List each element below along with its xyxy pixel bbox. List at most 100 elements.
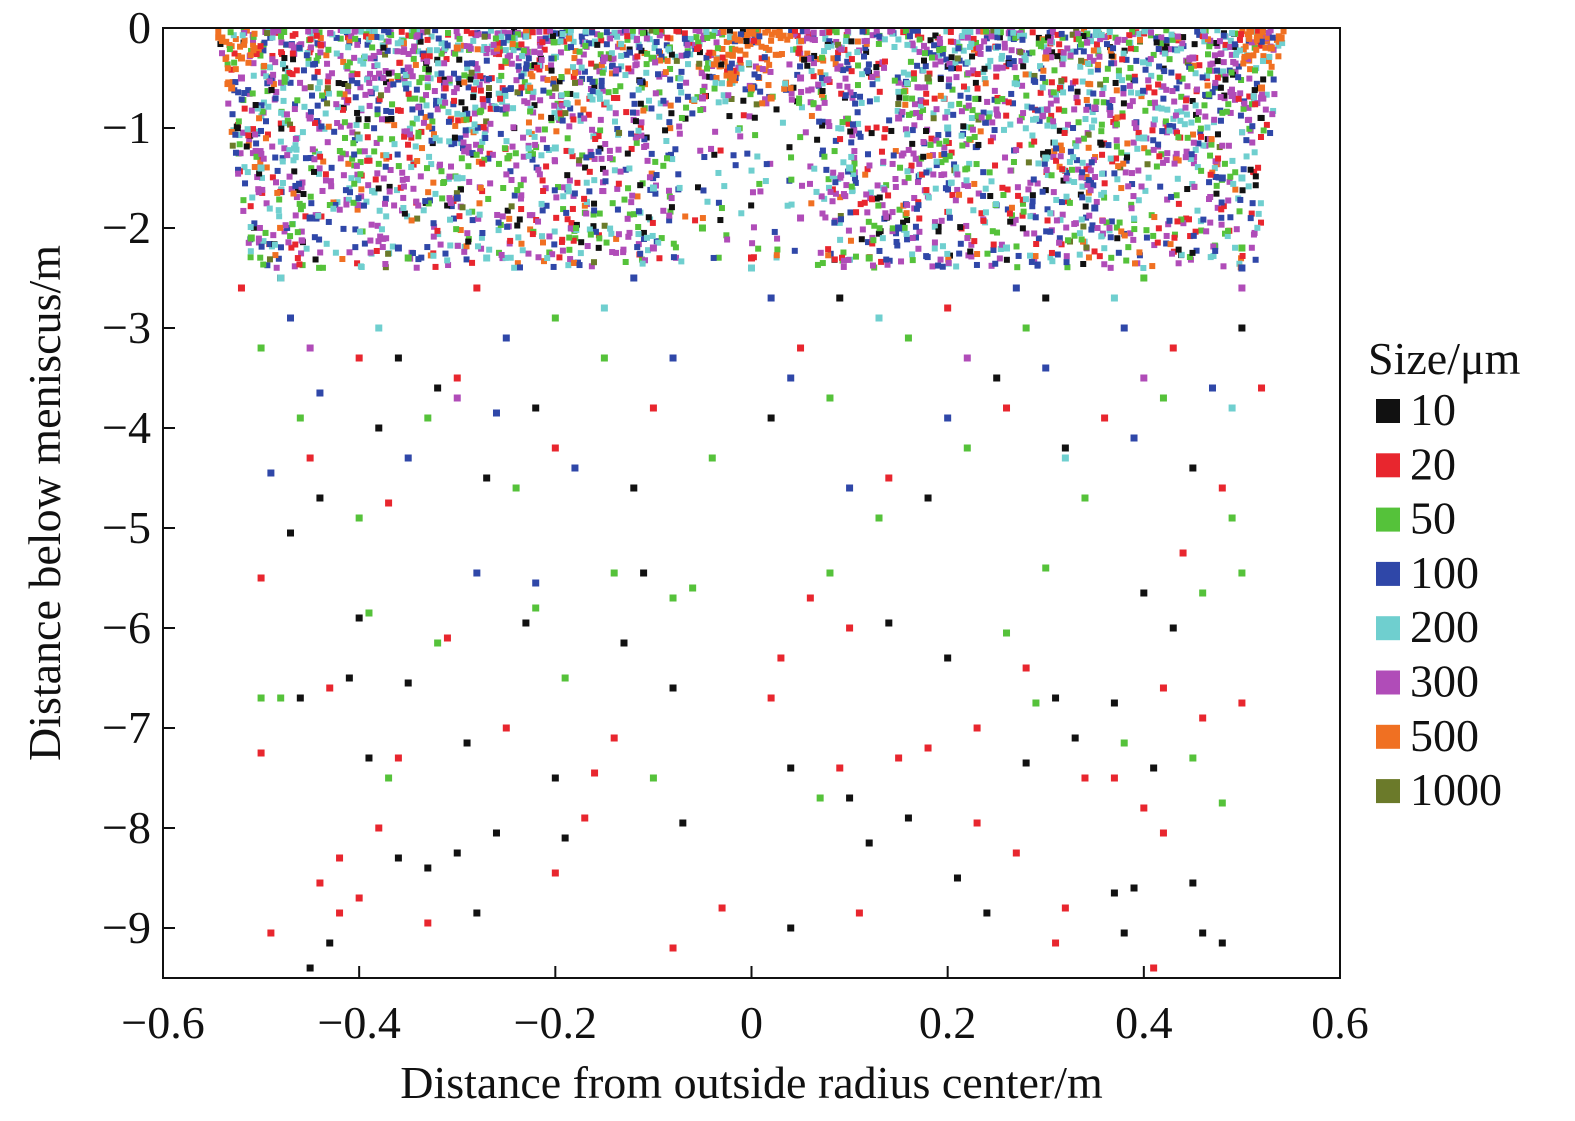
band-particle: [1070, 125, 1077, 132]
band-particle: [1145, 60, 1152, 67]
band-particle: [1249, 200, 1256, 207]
data-point: [492, 409, 500, 417]
band-particle: [553, 214, 560, 221]
band-particle: [307, 36, 314, 43]
data-point: [1208, 384, 1216, 392]
band-particle: [1150, 121, 1157, 128]
band-particle: [539, 39, 546, 46]
data-point: [1189, 754, 1197, 762]
data-point: [895, 754, 903, 762]
band-particle: [978, 210, 985, 217]
band-particle: [369, 44, 376, 51]
band-particle: [1113, 87, 1120, 94]
band-particle: [961, 29, 968, 36]
band-particle: [972, 95, 979, 102]
band-particle: [681, 35, 688, 42]
band-particle: [916, 36, 923, 43]
band-particle: [1199, 74, 1206, 81]
data-point: [1169, 344, 1177, 352]
band-particle: [502, 87, 509, 94]
band-particle: [821, 153, 828, 160]
band-particle: [371, 63, 378, 70]
band-particle: [837, 213, 844, 220]
band-particle: [805, 87, 812, 94]
data-point: [316, 389, 324, 397]
band-particle: [665, 46, 672, 53]
data-points: [218, 34, 1285, 972]
data-point: [306, 344, 314, 352]
band-particle: [376, 49, 383, 56]
band-particle: [303, 52, 310, 59]
band-particle: [1251, 87, 1258, 94]
band-particle: [397, 184, 404, 191]
band-particle: [985, 63, 992, 70]
band-particle: [507, 168, 514, 175]
band-particle: [960, 123, 967, 130]
band-particle: [865, 218, 872, 225]
band-particle: [494, 211, 501, 218]
band-particle: [1135, 197, 1142, 204]
band-particle: [1166, 56, 1173, 63]
band-particle: [840, 191, 847, 198]
band-particle: [1005, 55, 1012, 62]
band-particle: [433, 97, 440, 104]
band-particle: [581, 68, 588, 75]
band-particle: [484, 45, 491, 52]
band-particle: [589, 78, 596, 85]
band-particle: [639, 30, 646, 37]
band-particle: [1040, 67, 1047, 74]
band-particle: [510, 124, 517, 131]
data-point: [375, 424, 383, 432]
band-particle: [413, 86, 420, 93]
band-particle: [635, 208, 642, 215]
data-point: [1218, 939, 1226, 947]
data-point: [502, 334, 510, 342]
band-particle: [840, 159, 847, 166]
band-particle: [266, 205, 273, 212]
band-particle: [626, 211, 633, 218]
band-particle: [1214, 27, 1221, 34]
data-point: [1218, 174, 1226, 182]
band-particle: [1187, 155, 1194, 162]
band-particle: [958, 132, 965, 139]
band-particle: [663, 137, 670, 144]
band-particle: [1031, 72, 1038, 79]
band-particle: [1114, 235, 1121, 242]
band-particle: [859, 226, 866, 233]
band-particle: [1129, 98, 1136, 105]
band-particle: [678, 89, 685, 96]
band-particle: [998, 241, 1005, 248]
band-particle: [314, 68, 321, 75]
band-particle: [908, 162, 915, 169]
band-particle: [847, 128, 854, 135]
data-point: [669, 944, 677, 952]
band-particle: [569, 153, 576, 160]
band-particle: [316, 29, 323, 36]
band-particle: [538, 56, 545, 63]
band-particle: [469, 217, 476, 224]
band-particle: [432, 135, 439, 142]
band-particle: [822, 35, 829, 42]
band-particle: [312, 256, 319, 263]
band-particle: [424, 28, 431, 35]
band-particle: [631, 211, 638, 218]
data-point: [846, 164, 854, 172]
band-particle: [1232, 169, 1239, 176]
x-tick-label: −0.6: [121, 997, 204, 1048]
band-particle: [640, 229, 647, 236]
band-particle: [599, 87, 606, 94]
data-point: [306, 964, 314, 972]
band-particle: [656, 32, 663, 39]
band-particle: [400, 183, 407, 190]
band-particle: [600, 66, 607, 73]
band-particle: [583, 154, 590, 161]
band-particle: [1244, 56, 1251, 63]
band-particle: [414, 27, 421, 34]
band-particle: [1079, 78, 1086, 85]
band-particle: [576, 262, 583, 269]
band-particle: [510, 47, 517, 54]
band-particle: [454, 242, 461, 249]
band-particle: [854, 38, 861, 45]
band-particle: [1194, 116, 1201, 123]
band-particle: [1096, 53, 1103, 60]
